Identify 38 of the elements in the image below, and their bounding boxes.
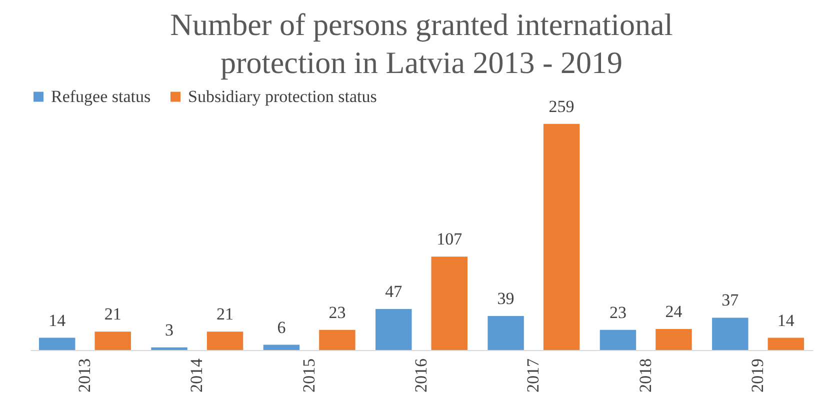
bar bbox=[768, 338, 804, 350]
x-tick-label: 2014 bbox=[187, 358, 206, 392]
bar bbox=[376, 308, 412, 350]
data-label: 107 bbox=[436, 230, 463, 249]
legend-label: Subsidiary protection status bbox=[188, 86, 377, 106]
bar bbox=[206, 332, 244, 350]
bar bbox=[543, 124, 580, 350]
data-label: 3 bbox=[165, 320, 174, 340]
data-label: 21 bbox=[104, 304, 122, 324]
chart-title: Number of persons granted international protection in Latvia 2013 - 2019 bbox=[170, 7, 673, 80]
data-label: 14 bbox=[777, 310, 795, 330]
x-tick-label: 2019 bbox=[748, 358, 768, 392]
data-label: 24 bbox=[665, 302, 683, 322]
x-tick-label: 2018 bbox=[636, 358, 655, 392]
data-label: 259 bbox=[548, 96, 574, 116]
bar bbox=[600, 330, 636, 350]
bar bbox=[94, 332, 131, 350]
data-label: 23 bbox=[328, 302, 346, 322]
data-label: 23 bbox=[609, 302, 626, 322]
bar bbox=[712, 318, 748, 350]
x-tick-label: 2017 bbox=[524, 358, 543, 392]
legend-label: Refugee status bbox=[51, 86, 151, 106]
bar bbox=[656, 329, 692, 350]
bar bbox=[319, 330, 356, 350]
x-tick-label: 2013 bbox=[74, 358, 94, 392]
bar bbox=[431, 256, 468, 350]
bar bbox=[38, 338, 76, 350]
data-label: 37 bbox=[722, 290, 740, 310]
data-label: 14 bbox=[48, 310, 66, 330]
bar bbox=[151, 347, 188, 350]
data-label: 47 bbox=[385, 282, 403, 301]
bar bbox=[263, 344, 300, 350]
x-tick-label: 2015 bbox=[299, 358, 318, 392]
data-label: 39 bbox=[497, 288, 514, 308]
data-label: 21 bbox=[216, 304, 234, 324]
data-label: 6 bbox=[277, 318, 286, 337]
x-tick-label: 2016 bbox=[412, 358, 430, 392]
bar bbox=[488, 316, 524, 350]
